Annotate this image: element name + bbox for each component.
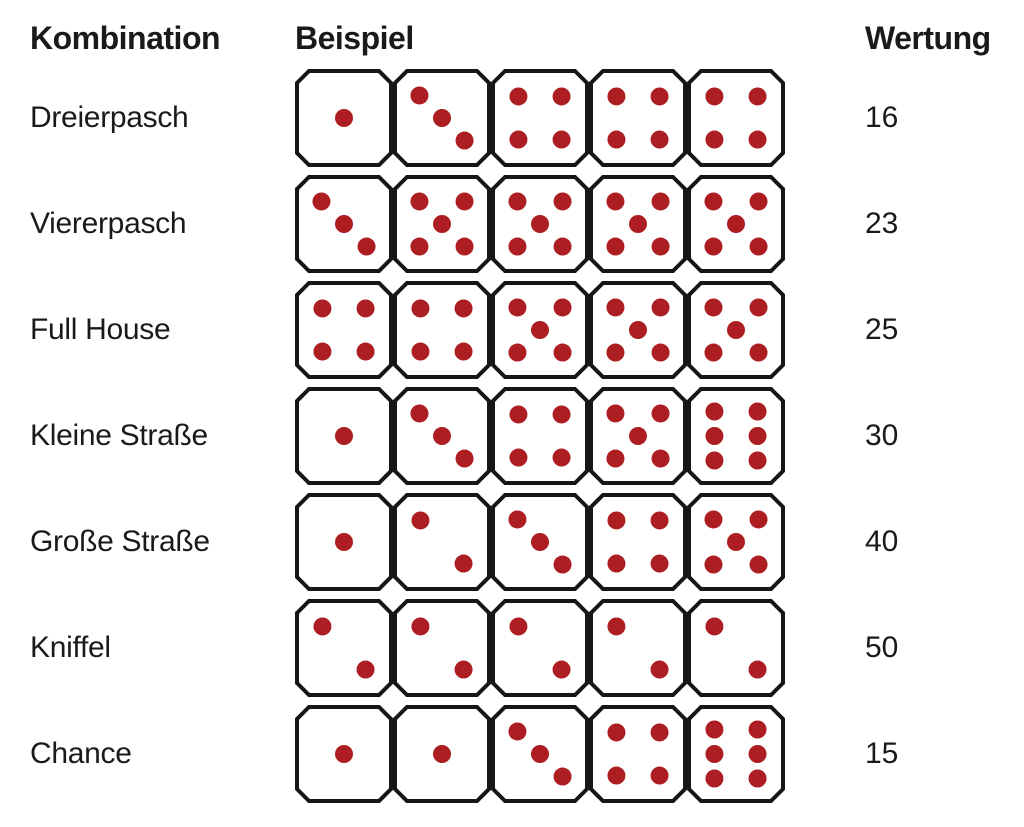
row-label: Viererpasch — [30, 171, 295, 277]
die-3-icon — [393, 387, 491, 485]
die-5-icon — [491, 175, 589, 273]
die-6-icon — [687, 387, 785, 485]
die-5-icon — [687, 281, 785, 379]
row-dice — [295, 277, 865, 383]
die-5-icon — [589, 281, 687, 379]
die-3-icon — [295, 175, 393, 273]
die-1-icon — [295, 69, 393, 167]
die-5-icon — [589, 387, 687, 485]
die-3-icon — [491, 705, 589, 803]
die-1-icon — [295, 387, 393, 485]
header-score: Wertung — [865, 20, 1024, 57]
die-5-icon — [687, 175, 785, 273]
dice-row — [295, 69, 785, 167]
dice-row — [295, 599, 785, 697]
row-dice — [295, 65, 865, 171]
row-score: 30 — [865, 383, 1024, 489]
die-3-icon — [393, 69, 491, 167]
die-5-icon — [589, 175, 687, 273]
dice-row — [295, 175, 785, 273]
row-dice — [295, 489, 865, 595]
die-2-icon — [687, 599, 785, 697]
row-score: 50 — [865, 595, 1024, 701]
die-1-icon — [393, 705, 491, 803]
die-2-icon — [491, 599, 589, 697]
die-4-icon — [491, 69, 589, 167]
row-label: Chance — [30, 701, 295, 807]
die-2-icon — [393, 599, 491, 697]
die-5-icon — [687, 493, 785, 591]
die-5-icon — [393, 175, 491, 273]
dice-row — [295, 493, 785, 591]
die-4-icon — [687, 69, 785, 167]
die-2-icon — [589, 599, 687, 697]
row-dice — [295, 383, 865, 489]
die-2-icon — [393, 493, 491, 591]
row-score: 16 — [865, 65, 1024, 171]
die-5-icon — [491, 281, 589, 379]
header-combination: Kombination — [30, 20, 295, 57]
dice-row — [295, 705, 785, 803]
row-label: Dreierpasch — [30, 65, 295, 171]
die-4-icon — [491, 387, 589, 485]
scoring-table: Kombination Beispiel Wertung Dreierpasch… — [30, 20, 994, 807]
die-4-icon — [589, 69, 687, 167]
row-dice — [295, 171, 865, 277]
die-4-icon — [589, 493, 687, 591]
row-score: 40 — [865, 489, 1024, 595]
row-score: 23 — [865, 171, 1024, 277]
row-dice — [295, 595, 865, 701]
row-score: 15 — [865, 701, 1024, 807]
die-2-icon — [295, 599, 393, 697]
die-6-icon — [687, 705, 785, 803]
row-label: Full House — [30, 277, 295, 383]
header-example: Beispiel — [295, 20, 865, 57]
die-4-icon — [295, 281, 393, 379]
die-3-icon — [491, 493, 589, 591]
die-1-icon — [295, 493, 393, 591]
dice-row — [295, 387, 785, 485]
die-1-icon — [295, 705, 393, 803]
row-label: Große Straße — [30, 489, 295, 595]
row-label: Kniffel — [30, 595, 295, 701]
dice-row — [295, 281, 785, 379]
die-4-icon — [393, 281, 491, 379]
row-dice — [295, 701, 865, 807]
die-4-icon — [589, 705, 687, 803]
row-label: Kleine Straße — [30, 383, 295, 489]
row-score: 25 — [865, 277, 1024, 383]
